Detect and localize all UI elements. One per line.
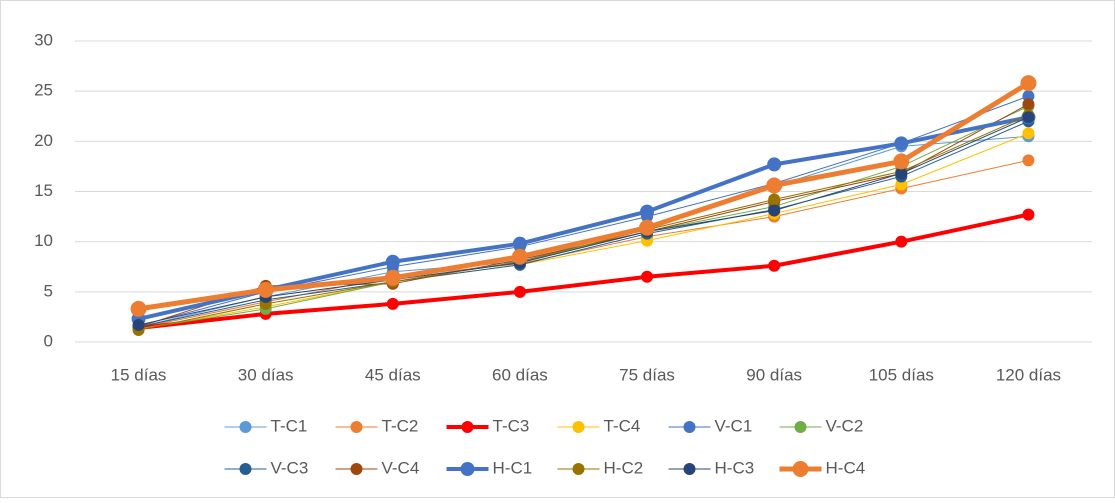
legend-marker [350, 421, 363, 433]
x-tick-label: 75 días [619, 365, 675, 384]
y-tick-label: 5 [44, 281, 53, 300]
y-tick-label: 15 [34, 181, 53, 200]
legend-marker [792, 461, 809, 477]
series-line [138, 159, 1029, 329]
legend-marker [683, 463, 696, 475]
series-marker [641, 270, 654, 283]
series-marker [513, 285, 526, 298]
legend-label: T-C2 [382, 416, 419, 435]
legend-label: H-C1 [493, 458, 533, 477]
series-marker [1022, 111, 1035, 124]
y-tick-label: 10 [34, 231, 53, 250]
series-marker [384, 269, 401, 286]
series-marker [639, 219, 656, 236]
x-tick-label: 15 días [111, 365, 167, 384]
legend-marker [239, 421, 252, 433]
y-tick-label: 20 [34, 131, 53, 150]
y-tick-label: 30 [34, 30, 53, 49]
series-line [138, 115, 1029, 321]
series-line [138, 81, 1030, 312]
series-line [138, 120, 1029, 328]
series-marker [511, 248, 528, 265]
series-marker [1020, 75, 1037, 92]
legend-label: T-C3 [493, 416, 530, 435]
legend-label: V-C2 [826, 416, 864, 435]
legend-label: V-C3 [271, 458, 309, 477]
x-tick-label: 120 días [996, 365, 1061, 384]
series-marker [257, 281, 274, 298]
series-marker [1022, 127, 1035, 140]
series-marker [768, 204, 781, 217]
legend-marker [794, 421, 807, 433]
legend-marker [460, 462, 475, 476]
series-marker [386, 297, 399, 310]
x-tick-label: 105 días [869, 365, 934, 384]
series-marker [1022, 98, 1035, 111]
series-marker [894, 136, 909, 151]
legend-label: H-C4 [826, 458, 866, 477]
series-marker [766, 177, 783, 194]
series-marker [768, 259, 781, 272]
y-tick-label: 0 [44, 331, 53, 350]
series-line [138, 212, 1029, 330]
series-marker [640, 204, 655, 219]
legend-label: V-C4 [382, 458, 420, 477]
x-tick-label: 30 días [238, 365, 294, 384]
series-marker [767, 157, 782, 172]
legend-marker [461, 421, 474, 433]
series-line [138, 116, 1029, 326]
legend-marker [572, 463, 585, 475]
legend-marker [350, 463, 363, 475]
x-tick-label: 45 días [365, 365, 421, 384]
series-marker [132, 318, 145, 331]
legend-label: H-C2 [604, 458, 644, 477]
y-tick-label: 25 [34, 81, 53, 100]
series-line [138, 114, 1029, 331]
legend-label: T-C4 [604, 416, 641, 435]
legend-label: H-C3 [715, 458, 755, 477]
legend-marker [572, 421, 585, 433]
series-marker [130, 300, 147, 317]
series-marker [1022, 154, 1035, 167]
legend-marker [683, 421, 696, 433]
x-tick-label: 60 días [492, 365, 548, 384]
series-marker [768, 193, 781, 206]
series-marker [1022, 208, 1035, 221]
legend-marker [239, 463, 252, 475]
series-marker [385, 254, 400, 269]
series-line [138, 132, 1029, 330]
series-marker [893, 153, 910, 170]
legend-label: V-C1 [715, 416, 753, 435]
series-marker [895, 235, 908, 248]
series-marker [512, 236, 527, 251]
series-marker [895, 167, 908, 180]
legend-label: T-C1 [271, 416, 308, 435]
x-tick-label: 90 días [746, 365, 802, 384]
